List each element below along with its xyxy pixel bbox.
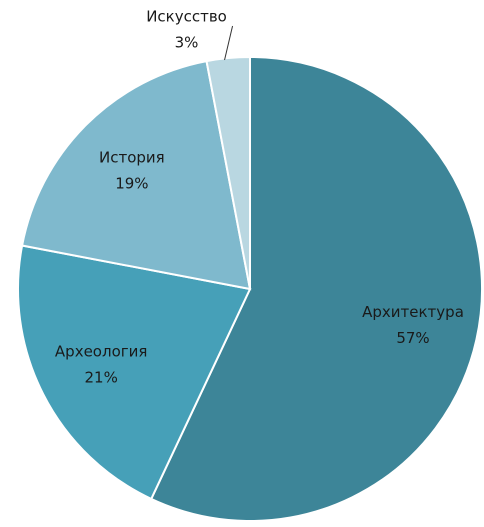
data-label-name: История <box>99 148 165 166</box>
data-label-name: Искусство <box>146 8 227 26</box>
leader-line <box>224 25 234 61</box>
pie-slice <box>149 55 483 522</box>
data-label-name: Архитектура <box>362 303 464 321</box>
data-label-value: 57% <box>396 329 429 347</box>
data-label-value: 3% <box>175 34 199 52</box>
data-label-value: 19% <box>115 174 148 192</box>
pie-slice <box>205 55 251 290</box>
data-label-name: Археология <box>55 342 147 360</box>
pie-slice <box>20 59 252 291</box>
pie-slice <box>17 244 252 501</box>
data-label-value: 21% <box>84 368 117 386</box>
